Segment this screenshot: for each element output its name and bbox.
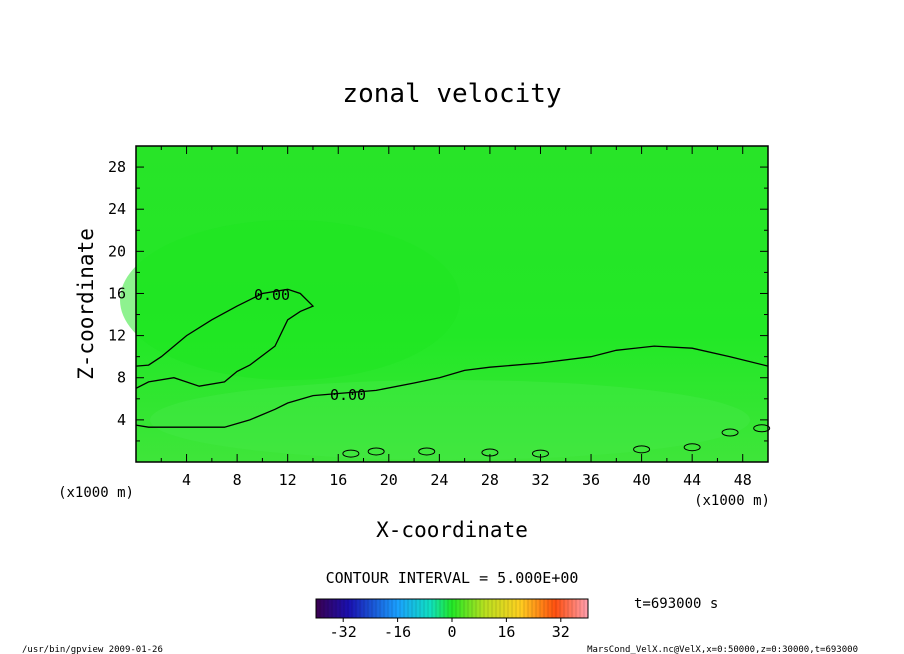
x-tick-label: 32: [531, 471, 549, 489]
y-tick-label: 24: [108, 200, 126, 218]
y-tick-label: 12: [108, 327, 126, 345]
contour-blob-7: [721, 428, 739, 437]
y-tick-label: 4: [117, 411, 126, 429]
contour-label-upper: 0.00: [254, 286, 290, 304]
field-shade-upper: [120, 220, 460, 380]
colorbar-tick-label: -16: [384, 623, 411, 641]
x-tick-label: 40: [633, 471, 651, 489]
footer-left: /usr/bin/gpview 2009-01-26: [22, 645, 163, 654]
zero-contour-upper: [135, 288, 315, 389]
x-tick-label: 36: [582, 471, 600, 489]
colorbar-tick-label: -32: [330, 623, 357, 641]
x-tick-label: 4: [182, 471, 191, 489]
y-tick-label: 28: [108, 158, 126, 176]
x-axis-label: X-coordinate: [376, 518, 528, 542]
y-tick-label: 8: [117, 369, 126, 387]
contour-blob-1: [367, 447, 385, 456]
colorbar-tick-label: 0: [447, 623, 456, 641]
colorbar-stripes: [319, 599, 585, 618]
y-tick-label: 16: [108, 284, 126, 302]
x-axis: 4 8 12 16 20 24 28 32 36 40 44 48: [160, 146, 752, 489]
y-axis-label: Z-coordinate: [74, 228, 98, 380]
x-unit-left: (x1000 m): [58, 485, 134, 501]
plot-frame: [135, 145, 769, 463]
colorbar-ticks: -32 -16 0 16 32: [330, 618, 570, 641]
y-tick-label: 20: [108, 242, 126, 260]
contour-blob-5: [633, 445, 651, 454]
chart-title: zonal velocity: [342, 79, 561, 109]
contour-layer: [135, 288, 771, 458]
contour-label-lower: 0.00: [330, 386, 366, 404]
colorbar-tick-label: 32: [552, 623, 570, 641]
x-tick-label: 20: [380, 471, 398, 489]
time-label: t=693000 s: [634, 596, 718, 612]
x-tick-label: 16: [329, 471, 347, 489]
x-tick-label: 12: [279, 471, 297, 489]
contour-blob-0: [342, 449, 360, 458]
colorbar-tick-label: 16: [497, 623, 515, 641]
contour-blob-2: [418, 447, 436, 456]
x-tick-label: 44: [683, 471, 701, 489]
contour-blob-8: [753, 424, 771, 433]
x-tick-label: 48: [734, 471, 752, 489]
x-unit-right: (x1000 m): [694, 493, 770, 509]
y-axis: 4 8 12 16 20 24 28: [108, 158, 768, 442]
x-tick-label: 28: [481, 471, 499, 489]
field-shade-lower: [150, 380, 750, 460]
zero-contour-lower: [135, 345, 769, 428]
x-tick-label: 24: [430, 471, 448, 489]
x-tick-label: 8: [233, 471, 242, 489]
contour-interval: CONTOUR INTERVAL = 5.000E+00: [326, 569, 579, 587]
contour-blob-6: [683, 443, 701, 452]
footer-right: MarsCond_VelX.nc@VelX,x=0:50000,z=0:3000…: [587, 645, 858, 654]
